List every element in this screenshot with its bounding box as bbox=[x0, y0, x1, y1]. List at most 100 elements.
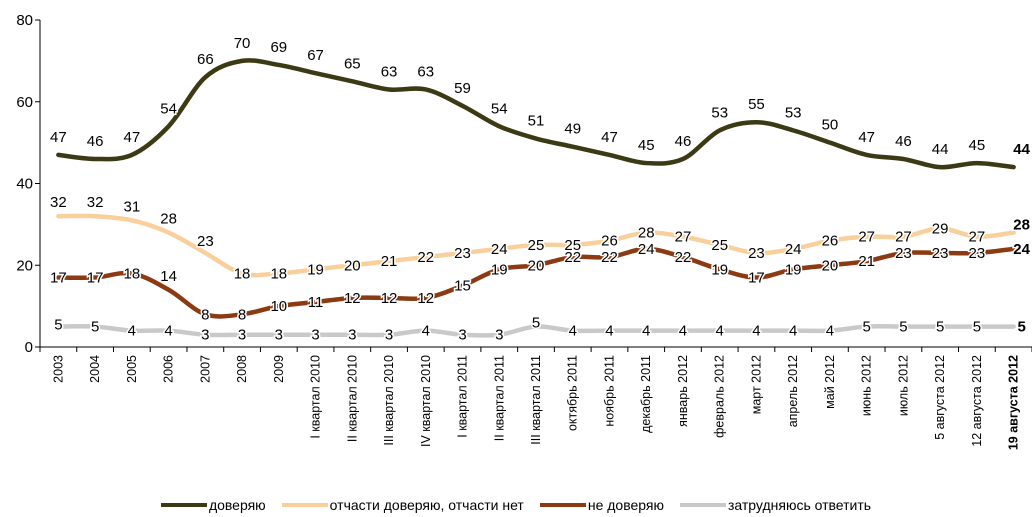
data-label: 25 bbox=[711, 237, 728, 254]
x-tick-label: II квартал 2010 bbox=[345, 355, 359, 442]
x-tick-label: ноябрь 2011 bbox=[602, 355, 616, 427]
data-label: 17 bbox=[748, 270, 765, 287]
data-label: 51 bbox=[528, 113, 545, 130]
data-label: 24 bbox=[785, 241, 802, 258]
x-tick-label: апрель 2012 bbox=[786, 355, 800, 427]
data-label: 44 bbox=[932, 141, 949, 158]
data-label: 32 bbox=[87, 194, 104, 211]
data-label: 27 bbox=[895, 229, 912, 246]
legend-item-trust: доверяю bbox=[160, 497, 266, 513]
data-label: 27 bbox=[858, 229, 875, 246]
x-tick-label: январь 2012 bbox=[676, 355, 690, 427]
data-label: 12 bbox=[381, 290, 398, 307]
legend-swatch bbox=[160, 503, 207, 507]
x-tick-label: II квартал 2011 bbox=[492, 355, 506, 441]
data-label: 54 bbox=[160, 100, 177, 117]
data-label: 23 bbox=[895, 245, 912, 262]
data-label: 47 bbox=[50, 129, 67, 146]
x-tick-label: III квартал 2011 bbox=[529, 355, 543, 445]
data-label: 15 bbox=[454, 278, 471, 295]
data-label: 53 bbox=[711, 104, 728, 121]
data-label: 20 bbox=[822, 257, 839, 274]
legend-label: доверяю bbox=[208, 497, 266, 513]
series-line-1 bbox=[56, 213, 1016, 278]
data-label: 55 bbox=[748, 96, 765, 113]
data-label: 28 bbox=[638, 225, 655, 242]
data-label: 66 bbox=[197, 51, 214, 68]
data-label: 46 bbox=[895, 133, 912, 150]
x-tick-label: IV квартал 2010 bbox=[419, 355, 433, 447]
data-label: 5 bbox=[532, 315, 540, 332]
data-label: 3 bbox=[275, 327, 283, 344]
data-label: 26 bbox=[822, 233, 839, 250]
data-label: 23 bbox=[454, 245, 471, 262]
data-label: 44 bbox=[1013, 141, 1030, 158]
y-tick-label: 40 bbox=[16, 176, 33, 193]
chart-lines bbox=[56, 58, 1016, 338]
x-tick-label: 19 августа 2012 bbox=[1007, 355, 1021, 450]
y-tick-label: 0 bbox=[25, 339, 33, 356]
x-tick-label: февраль 2012 bbox=[713, 355, 727, 438]
legend-item-hard-to-say: затрудняюсь ответить bbox=[679, 497, 872, 513]
x-tick-label: 2007 bbox=[198, 355, 212, 383]
legend-label: затрудняюсь ответить bbox=[727, 497, 872, 513]
x-tick-label: июль 2012 bbox=[896, 355, 910, 416]
data-label: 19 bbox=[711, 261, 728, 278]
data-label: 21 bbox=[858, 253, 875, 270]
x-tick-label: октябрь 2011 bbox=[566, 355, 580, 431]
data-label: 21 bbox=[381, 253, 398, 270]
data-label: 5 bbox=[899, 319, 907, 336]
data-label: 3 bbox=[201, 327, 209, 344]
data-label: 24 bbox=[638, 241, 655, 258]
x-tick-label: 12 августа 2012 bbox=[970, 355, 984, 447]
legend-label: отчасти доверяю, отчасти нет bbox=[329, 497, 524, 513]
legend-item-partly-trust: отчасти доверяю, отчасти нет bbox=[281, 497, 524, 513]
data-label: 3 bbox=[458, 327, 466, 344]
data-label: 4 bbox=[164, 323, 172, 340]
data-label: 11 bbox=[308, 294, 324, 311]
data-label: 46 bbox=[87, 133, 104, 150]
data-label: 10 bbox=[270, 298, 287, 315]
data-label: 47 bbox=[124, 129, 141, 146]
data-label: 54 bbox=[491, 100, 508, 117]
data-label: 28 bbox=[1013, 217, 1030, 234]
data-label: 20 bbox=[344, 257, 361, 274]
data-label: 5 bbox=[1017, 319, 1025, 336]
legend-label: не доверяю bbox=[587, 497, 664, 513]
data-label: 19 bbox=[785, 261, 802, 278]
x-tick-label: май 2012 bbox=[823, 355, 837, 409]
x-tick-label: июнь 2012 bbox=[860, 355, 874, 416]
data-label: 19 bbox=[491, 261, 508, 278]
data-label: 49 bbox=[564, 121, 581, 138]
data-label: 4 bbox=[679, 323, 687, 340]
chart-axes: 0 20 40 60 80 2003 2004 2005 2006 2007 2008 2009 I к… bbox=[16, 12, 1032, 450]
x-tick-label: 2005 bbox=[125, 355, 139, 383]
data-label: 3 bbox=[348, 327, 356, 344]
data-label: 27 bbox=[675, 229, 692, 246]
data-label: 3 bbox=[311, 327, 319, 344]
data-label: 5 bbox=[936, 319, 944, 336]
y-tick-label: 60 bbox=[16, 94, 33, 111]
data-label: 4 bbox=[716, 323, 724, 340]
data-label: 24 bbox=[1013, 241, 1030, 258]
x-tick-label: III квартал 2010 bbox=[382, 355, 396, 446]
data-label: 47 bbox=[601, 129, 618, 146]
data-label: 18 bbox=[270, 265, 287, 282]
x-tick-label: март 2012 bbox=[749, 355, 763, 414]
data-label: 59 bbox=[454, 80, 471, 97]
x-tick-label: 2003 bbox=[51, 355, 65, 383]
legend-item-distrust: не доверяю bbox=[539, 497, 664, 513]
data-label: 4 bbox=[789, 323, 797, 340]
data-label: 19 bbox=[307, 261, 324, 278]
data-label: 5 bbox=[54, 317, 62, 334]
data-label: 22 bbox=[564, 249, 581, 266]
data-label: 8 bbox=[201, 306, 209, 323]
chart-legend: доверяю отчасти доверяю, отчасти нет не … bbox=[0, 496, 1032, 514]
data-label: 22 bbox=[675, 249, 692, 266]
x-tick-label: 5 августа 2012 bbox=[933, 355, 947, 440]
data-label: 17 bbox=[50, 270, 67, 287]
data-label: 14 bbox=[160, 268, 177, 285]
legend-swatch bbox=[281, 503, 328, 507]
x-tick-label: декабрь 2011 bbox=[639, 355, 653, 433]
data-label: 65 bbox=[344, 55, 361, 72]
